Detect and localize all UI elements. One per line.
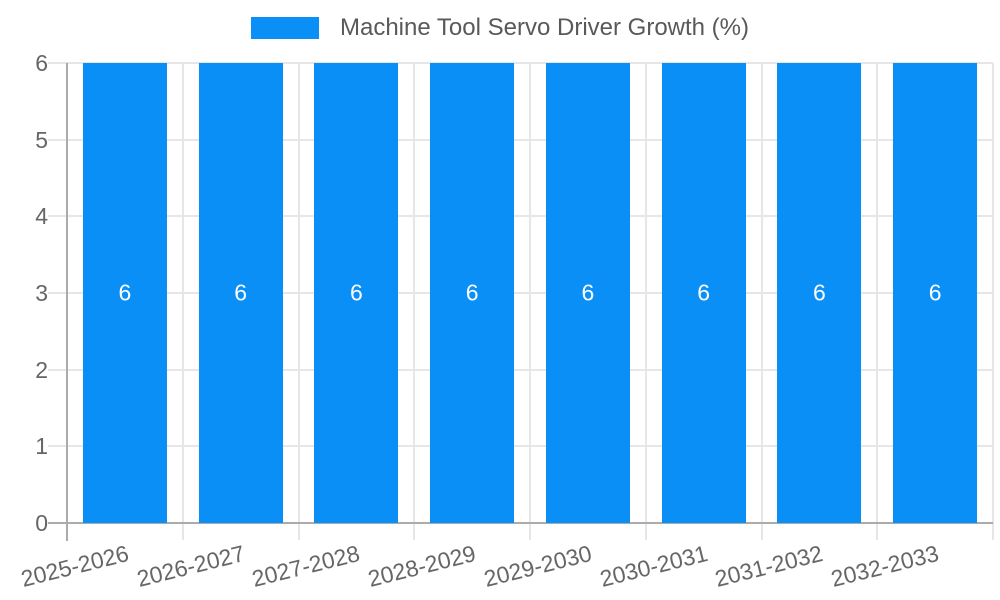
x-axis-tick-label: 2028-2029	[365, 540, 479, 592]
gridline-vertical	[413, 63, 416, 540]
x-axis-tick-label: 2032-2033	[828, 540, 942, 592]
y-axis-tick-label: 6	[35, 50, 48, 76]
bar-value-label: 6	[465, 279, 479, 306]
x-axis-tick-label: 2027-2028	[249, 540, 363, 592]
x-axis-tick-label: 2026-2027	[133, 540, 247, 592]
x-axis-line	[48, 522, 993, 524]
x-axis-tick-label: 2030-2031	[596, 540, 710, 592]
bar-2031-2032[interactable]: 6	[777, 63, 862, 523]
gridline-horizontal	[48, 292, 993, 294]
gridline-vertical	[760, 63, 763, 540]
bar-2025-2026[interactable]: 6	[82, 63, 167, 523]
bar-2028-2029[interactable]: 6	[430, 63, 515, 523]
gridline-horizontal	[48, 62, 993, 64]
gridline-vertical	[644, 63, 647, 540]
gridline-horizontal	[48, 138, 993, 141]
bar-value-label: 6	[234, 279, 248, 306]
y-axis-tick-label: 2	[35, 356, 48, 383]
y-axis-tick-label: 3	[35, 280, 48, 306]
y-axis-tick-label: 4	[35, 203, 48, 230]
legend-swatch	[250, 17, 319, 39]
gridline-vertical	[529, 63, 531, 540]
bar-2032-2033[interactable]: 6	[893, 63, 978, 523]
bar-value-label: 6	[581, 279, 595, 306]
gridline-vertical	[876, 63, 879, 540]
gridline-horizontal	[48, 215, 993, 218]
y-axis-tick-label: 0	[35, 510, 48, 536]
legend-item[interactable]: Machine Tool Servo Driver Growth (%)	[0, 14, 1000, 42]
y-axis-line	[66, 63, 68, 541]
bar-value-label: 6	[118, 279, 132, 306]
gridline-horizontal	[48, 368, 993, 371]
plot-area: 6 6 6 6 6 6 6 6	[48, 62, 994, 541]
bar-value-label: 6	[812, 279, 826, 306]
x-axis-tick-label: 2025-2026	[18, 540, 132, 592]
y-axis-tick-label: 5	[35, 126, 48, 153]
legend-label: Machine Tool Servo Driver Growth (%)	[339, 14, 750, 41]
bar-value-label: 6	[697, 279, 711, 306]
gridline-vertical	[992, 63, 994, 540]
bar-2030-2031[interactable]: 6	[661, 63, 746, 523]
gridline-vertical	[297, 63, 300, 540]
gridline-horizontal	[48, 445, 993, 448]
x-axis-tick-label: 2031-2032	[712, 540, 826, 592]
bar-value-label: 6	[349, 279, 363, 306]
bar-2029-2030[interactable]: 6	[545, 63, 630, 523]
gridline-vertical	[181, 63, 184, 540]
bar-2027-2028[interactable]: 6	[314, 63, 399, 523]
bar-2026-2027[interactable]: 6	[198, 63, 283, 523]
x-axis-tick-label: 2029-2030	[481, 540, 595, 592]
y-axis-tick-label: 1	[35, 433, 48, 460]
bar-value-label: 6	[928, 279, 942, 306]
